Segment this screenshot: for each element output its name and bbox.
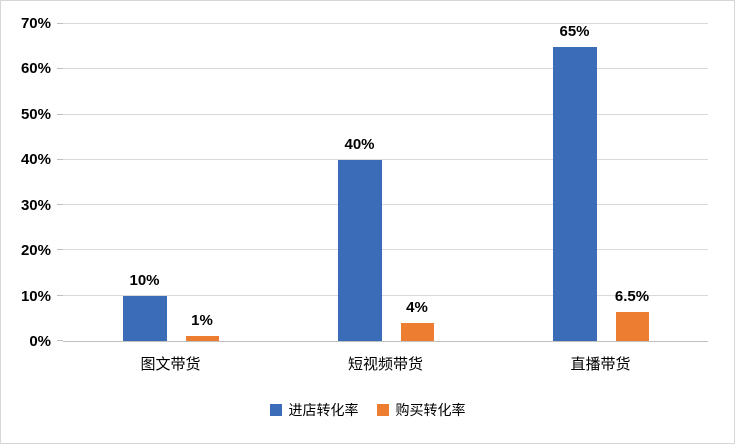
y-axis-tick [57, 340, 63, 341]
x-category-label: 短视频带货 [347, 356, 424, 373]
y-tick-label: 70% [20, 15, 51, 32]
x-category-label: 图文带货 [140, 356, 201, 373]
bar-进店转化率: 10% [122, 272, 167, 341]
bar-value-label: 10% [129, 271, 160, 289]
bar-value-label: 40% [344, 135, 375, 153]
y-axis-tick [57, 23, 63, 24]
legend: 进店转化率 购买转化率 [1, 400, 734, 420]
y-axis-tick [57, 204, 63, 206]
y-tick-label: 60% [20, 60, 51, 78]
bar-购买转化率: 4% [400, 299, 434, 341]
y-tick-label: 30% [20, 196, 51, 214]
gridline [63, 204, 708, 206]
x-axis-labels: 图文带货 短视频带货 直播带货 [63, 353, 708, 375]
bar-value-label: 1% [191, 312, 213, 330]
gridline [63, 23, 708, 24]
bar-购买转化率: 1% [185, 312, 219, 341]
y-tick-label: 20% [20, 242, 51, 260]
x-category-label: 直播带货 [570, 356, 631, 373]
gridline [63, 249, 708, 251]
y-axis-tick [57, 294, 63, 296]
bar-value-label: 4% [406, 298, 428, 316]
legend-label: 购买转化率 [395, 402, 466, 418]
y-tick-label: 40% [20, 151, 51, 169]
gridline [63, 113, 708, 115]
y-axis-tick [57, 249, 63, 251]
bar-购买转化率: 6.5% [615, 288, 649, 341]
gridline [63, 68, 708, 70]
bar-group: 10% 1% [122, 24, 219, 341]
y-axis-tick [57, 113, 63, 115]
legend-swatch-icon [269, 404, 282, 416]
legend-label: 进店转化率 [288, 402, 359, 418]
bar-group: 65% 6.5% [552, 23, 649, 341]
bar-进店转化率: 40% [337, 136, 382, 341]
y-axis-tick [57, 68, 63, 70]
legend-item: 购买转化率 [376, 400, 466, 420]
y-axis: 0% 10% 20% 30% 40% 50% 60% 70% [1, 15, 55, 350]
y-tick-label: 10% [20, 287, 51, 305]
y-axis-tick [57, 158, 63, 160]
bar-value-label: 65% [559, 22, 590, 40]
gridline [63, 294, 708, 296]
bar-进店转化率: 65% [552, 23, 597, 341]
y-tick-label: 0% [29, 333, 51, 350]
legend-swatch-icon [376, 404, 389, 416]
bar-group: 40% 4% [337, 24, 434, 341]
legend-item: 进店转化率 [269, 400, 359, 420]
plot-area: 10% 1% 40% 4% 65% 6.5% [57, 23, 708, 342]
y-tick-label: 50% [20, 105, 51, 123]
bar-value-label: 6.5% [614, 287, 650, 305]
gridline [63, 158, 708, 160]
